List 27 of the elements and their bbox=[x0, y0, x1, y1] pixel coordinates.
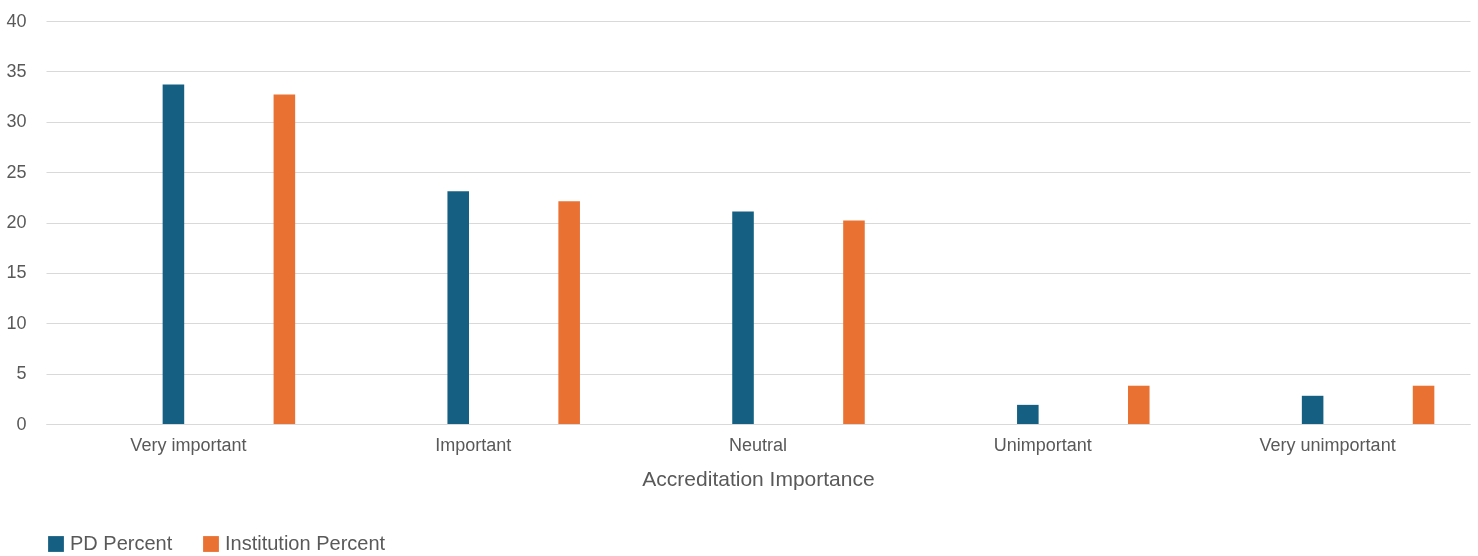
bar bbox=[732, 211, 754, 424]
y-tick-label: 35 bbox=[6, 60, 27, 81]
x-axis-title: Accreditation Importance bbox=[642, 466, 875, 490]
legend-label: PD Percent bbox=[70, 532, 173, 554]
y-tick-label: 40 bbox=[6, 10, 27, 31]
bar bbox=[162, 84, 185, 424]
bar bbox=[1017, 404, 1039, 424]
y-tick-label: 0 bbox=[16, 413, 27, 434]
x-tick-label: Important bbox=[435, 434, 512, 455]
x-tick-label: Very unimportant bbox=[1259, 434, 1396, 455]
legend-label: Institution Percent bbox=[225, 532, 386, 554]
bar bbox=[447, 191, 470, 424]
bar bbox=[1127, 385, 1150, 424]
y-tick-label: 30 bbox=[6, 111, 27, 132]
y-tick-label: 20 bbox=[6, 212, 27, 232]
x-tick-label: Very important bbox=[130, 434, 247, 455]
y-tick-label: 5 bbox=[16, 363, 27, 384]
y-tick-label: 10 bbox=[6, 312, 27, 333]
bar bbox=[273, 94, 296, 424]
y-tick-label: 25 bbox=[6, 161, 27, 182]
y-tick-label: 15 bbox=[6, 262, 27, 283]
x-tick-label: Neutral bbox=[728, 434, 788, 455]
x-tick-label: Unimportant bbox=[993, 434, 1092, 455]
bar bbox=[843, 220, 865, 424]
bar bbox=[1412, 385, 1435, 424]
bar bbox=[1301, 395, 1324, 424]
bar bbox=[558, 201, 580, 424]
